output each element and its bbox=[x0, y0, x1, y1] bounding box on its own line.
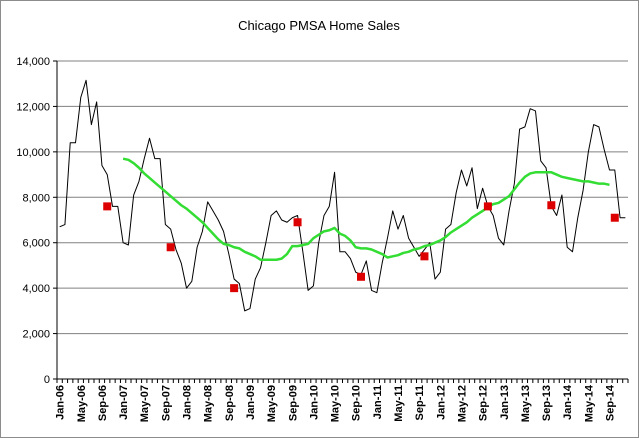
x-tick-label: Sep-13 bbox=[541, 385, 553, 421]
x-tick-label: May-06 bbox=[76, 385, 88, 422]
x-tick-label: May-09 bbox=[266, 385, 278, 422]
marker-point bbox=[103, 202, 112, 211]
x-tick-label: Jan-11 bbox=[372, 385, 384, 419]
y-tick-label: 12,000 bbox=[16, 101, 50, 113]
x-tick-labels: Jan-06 May-06 Sep-06 Jan-07 May-07 Sep-07 Jan-… bbox=[55, 384, 617, 422]
monthly-sales-line bbox=[59, 79, 626, 312]
x-tick-label: May-11 bbox=[393, 385, 405, 422]
y-tick-label: 10,000 bbox=[16, 147, 50, 159]
x-tick-label: May-14 bbox=[583, 384, 595, 422]
x-tick-label: May-10 bbox=[330, 385, 342, 422]
x-tick-label: Sep-12 bbox=[478, 385, 490, 421]
x-tick-label: Jan-13 bbox=[499, 385, 511, 420]
y-tick-label: 14,000 bbox=[16, 56, 50, 68]
marker-point bbox=[230, 284, 239, 293]
x-tick-label: May-12 bbox=[456, 385, 468, 422]
chart-title: Chicago PMSA Home Sales bbox=[238, 18, 400, 33]
marker-point bbox=[483, 202, 492, 211]
x-tick-label: Sep-07 bbox=[160, 385, 172, 421]
x-tick-label: Jan-09 bbox=[245, 385, 257, 420]
marker-point bbox=[610, 213, 619, 222]
x-tick-label: Sep-09 bbox=[287, 385, 299, 421]
moving-average-line bbox=[122, 157, 610, 261]
marker-point bbox=[357, 272, 366, 281]
x-tick-label: May-07 bbox=[139, 385, 151, 422]
gridlines bbox=[53, 60, 628, 380]
x-tick-label: Sep-10 bbox=[351, 385, 363, 421]
x-tick-label: Sep-06 bbox=[97, 385, 109, 421]
y-tick-labels: 0 2,000 4,000 6,000 8,000 10,000 12,000 14,000 bbox=[16, 56, 50, 386]
y-tick-label: 8,000 bbox=[22, 192, 50, 204]
y-tick-label: 0 bbox=[44, 374, 50, 386]
x-tick-label: Sep-14 bbox=[604, 384, 616, 421]
x-tick-label: Jan-06 bbox=[55, 385, 67, 420]
marker-point bbox=[293, 218, 302, 227]
x-tick-label: Jan-14 bbox=[562, 384, 574, 420]
x-tick-label: Jan-08 bbox=[182, 385, 194, 420]
series-lines bbox=[59, 79, 626, 312]
x-tick-label: May-08 bbox=[203, 385, 215, 422]
y-tick-label: 4,000 bbox=[22, 283, 50, 295]
x-tick-label: Jan-12 bbox=[435, 385, 447, 420]
series-markers bbox=[103, 201, 619, 293]
y-tick-label: 2,000 bbox=[22, 329, 50, 341]
y-tick-label: 6,000 bbox=[22, 238, 50, 250]
axes bbox=[56, 61, 629, 383]
marker-point bbox=[420, 252, 429, 261]
x-tick-label: Sep-08 bbox=[224, 385, 236, 421]
marker-point bbox=[547, 201, 556, 210]
x-tick-label: Jan-07 bbox=[118, 385, 130, 420]
x-tick-label: May-13 bbox=[520, 385, 532, 422]
marker-point bbox=[166, 243, 175, 252]
x-tick-label: Jan-10 bbox=[308, 385, 320, 420]
x-tick-label: Sep-11 bbox=[414, 385, 426, 420]
